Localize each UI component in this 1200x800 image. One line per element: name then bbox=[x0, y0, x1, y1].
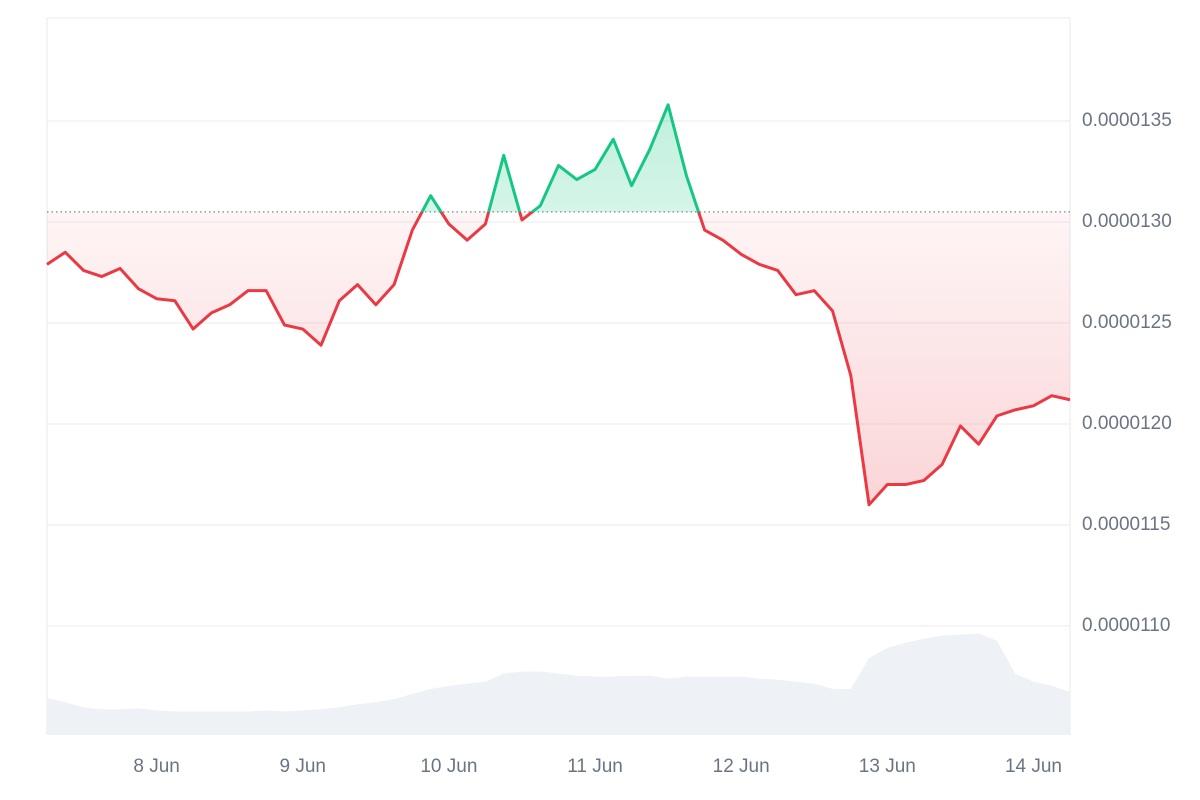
volume-area bbox=[47, 633, 1070, 735]
y-tick-label: 0.0000130 bbox=[1082, 211, 1172, 232]
y-tick-label: 0.0000115 bbox=[1082, 514, 1170, 535]
x-tick-label: 14 Jun bbox=[1005, 756, 1062, 777]
price-area bbox=[47, 104, 1070, 505]
x-tick-label: 10 Jun bbox=[420, 756, 477, 777]
x-tick-label: 12 Jun bbox=[713, 756, 770, 777]
x-tick-label: 11 Jun bbox=[567, 756, 623, 777]
price-line bbox=[46, 103, 1071, 507]
x-tick-label: 8 Jun bbox=[133, 756, 179, 777]
x-tick-label: 13 Jun bbox=[859, 756, 916, 777]
y-tick-label: 0.0000120 bbox=[1082, 413, 1172, 434]
x-tick-label: 9 Jun bbox=[280, 756, 326, 777]
y-tick-label: 0.0000110 bbox=[1082, 615, 1170, 636]
y-tick-label: 0.0000135 bbox=[1082, 110, 1172, 131]
y-tick-label: 0.0000125 bbox=[1082, 312, 1172, 333]
